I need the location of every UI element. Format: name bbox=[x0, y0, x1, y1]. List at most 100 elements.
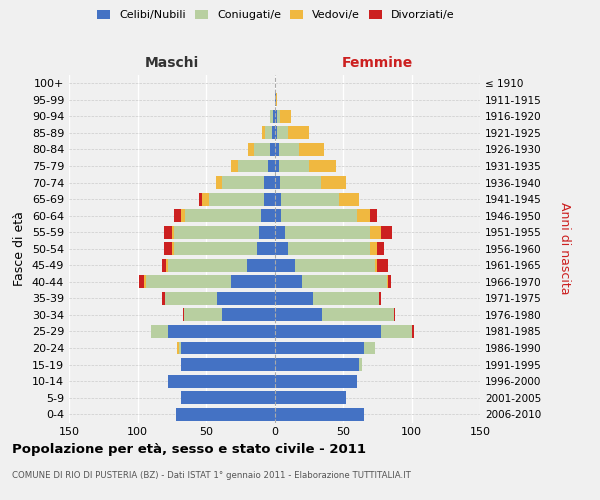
Bar bbox=[263, 192, 275, 205]
Bar bbox=[388, 276, 391, 288]
Bar bbox=[268, 160, 275, 172]
Bar bbox=[275, 192, 281, 205]
Bar bbox=[275, 292, 313, 305]
Bar bbox=[280, 176, 321, 189]
Bar bbox=[185, 209, 261, 222]
Bar bbox=[181, 342, 275, 354]
Bar bbox=[321, 176, 346, 189]
Bar bbox=[288, 126, 309, 140]
Bar bbox=[271, 143, 275, 156]
Bar bbox=[288, 242, 370, 255]
Legend: Celibi/Nubili, Coniugati/e, Vedovi/e, Divorziati/e: Celibi/Nubili, Coniugati/e, Vedovi/e, Di… bbox=[93, 6, 459, 25]
Bar bbox=[259, 226, 275, 238]
Bar bbox=[281, 192, 339, 205]
Bar bbox=[275, 242, 288, 255]
Y-axis label: Fasce di età: Fasce di età bbox=[13, 212, 26, 286]
Bar bbox=[166, 259, 167, 272]
Bar bbox=[275, 374, 356, 388]
Y-axis label: Anni di nascita: Anni di nascita bbox=[558, 202, 571, 295]
Bar bbox=[377, 259, 388, 272]
Bar bbox=[238, 160, 268, 172]
Bar bbox=[215, 176, 223, 189]
Bar bbox=[275, 160, 278, 172]
Bar bbox=[387, 276, 388, 288]
Bar bbox=[275, 176, 280, 189]
Bar bbox=[394, 308, 395, 322]
Bar bbox=[275, 408, 364, 420]
Bar bbox=[181, 209, 185, 222]
Bar bbox=[145, 276, 146, 288]
Bar bbox=[254, 143, 271, 156]
Bar bbox=[164, 226, 172, 238]
Bar bbox=[299, 143, 324, 156]
Bar bbox=[165, 292, 217, 305]
Bar bbox=[167, 259, 247, 272]
Bar bbox=[379, 292, 382, 305]
Bar bbox=[275, 126, 277, 140]
Bar bbox=[382, 226, 392, 238]
Bar bbox=[275, 110, 277, 123]
Bar bbox=[172, 242, 175, 255]
Bar bbox=[276, 94, 277, 106]
Bar bbox=[370, 242, 377, 255]
Bar bbox=[167, 374, 275, 388]
Bar bbox=[248, 143, 254, 156]
Bar bbox=[364, 342, 374, 354]
Bar bbox=[412, 325, 414, 338]
Bar bbox=[177, 342, 179, 354]
Bar bbox=[199, 192, 202, 205]
Bar bbox=[175, 242, 257, 255]
Bar bbox=[275, 276, 302, 288]
Bar bbox=[322, 308, 394, 322]
Bar bbox=[309, 160, 336, 172]
Bar bbox=[162, 259, 166, 272]
Bar bbox=[263, 176, 275, 189]
Bar bbox=[202, 192, 209, 205]
Bar bbox=[275, 259, 295, 272]
Bar bbox=[175, 209, 181, 222]
Bar bbox=[181, 391, 275, 404]
Bar bbox=[275, 358, 359, 371]
Bar bbox=[179, 342, 181, 354]
Bar bbox=[181, 358, 275, 371]
Bar bbox=[275, 342, 364, 354]
Bar bbox=[230, 276, 275, 288]
Text: Femmine: Femmine bbox=[341, 56, 413, 70]
Bar bbox=[377, 242, 384, 255]
Bar bbox=[275, 308, 322, 322]
Bar bbox=[164, 242, 172, 255]
Bar bbox=[359, 358, 362, 371]
Bar bbox=[281, 209, 357, 222]
Bar bbox=[275, 325, 382, 338]
Bar bbox=[272, 126, 275, 140]
Bar bbox=[277, 110, 280, 123]
Text: COMUNE DI RIO DI PUSTERIA (BZ) - Dati ISTAT 1° gennaio 2011 - Elaborazione TUTTI: COMUNE DI RIO DI PUSTERIA (BZ) - Dati IS… bbox=[12, 471, 411, 480]
Bar bbox=[261, 209, 275, 222]
Bar bbox=[172, 226, 175, 238]
Bar bbox=[339, 192, 359, 205]
Bar bbox=[257, 242, 275, 255]
Bar bbox=[302, 276, 387, 288]
Bar bbox=[275, 94, 276, 106]
Bar bbox=[146, 276, 230, 288]
Bar bbox=[139, 276, 145, 288]
Bar bbox=[275, 391, 346, 404]
Bar bbox=[265, 126, 272, 140]
Bar bbox=[167, 325, 275, 338]
Bar bbox=[278, 143, 299, 156]
Bar bbox=[370, 209, 377, 222]
Bar bbox=[151, 325, 167, 338]
Bar bbox=[223, 176, 263, 189]
Bar bbox=[209, 192, 263, 205]
Bar bbox=[374, 259, 377, 272]
Bar bbox=[273, 110, 275, 123]
Bar bbox=[183, 308, 184, 322]
Bar bbox=[176, 408, 275, 420]
Bar bbox=[313, 292, 379, 305]
Bar bbox=[280, 110, 291, 123]
Bar bbox=[295, 259, 374, 272]
Bar bbox=[278, 160, 309, 172]
Bar bbox=[382, 325, 412, 338]
Text: Popolazione per età, sesso e stato civile - 2011: Popolazione per età, sesso e stato civil… bbox=[12, 442, 366, 456]
Bar bbox=[162, 292, 165, 305]
